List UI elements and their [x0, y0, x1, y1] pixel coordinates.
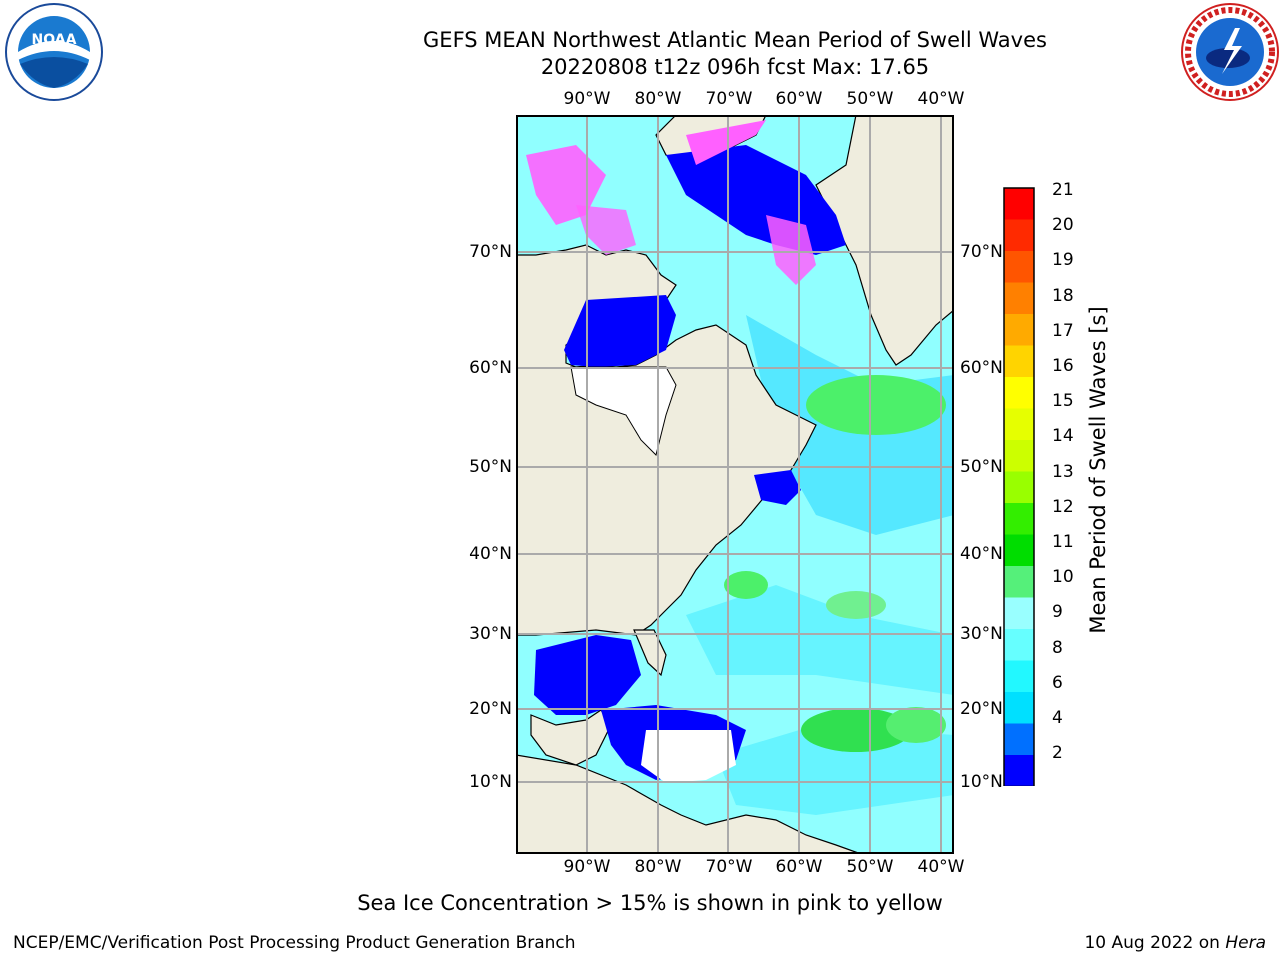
- colorbar-tick-label: 15: [1052, 391, 1074, 412]
- lat-label-right: 60°N: [960, 358, 1003, 378]
- lon-label-bottom: 70°W: [705, 857, 753, 877]
- land-greenland: [815, 115, 954, 366]
- colorbar-segment: [1004, 755, 1034, 786]
- sea-ice-area: [766, 215, 816, 285]
- colorbar-tick-label: 19: [1052, 250, 1074, 271]
- colorbar-tick-label: 16: [1052, 356, 1074, 376]
- lat-label-right: 70°N: [960, 242, 1003, 262]
- colorbar-tick-label: 20: [1052, 215, 1074, 236]
- lon-label-bottom: 40°W: [917, 857, 965, 877]
- colorbar-label: Mean Period of Swell Waves [s]: [1086, 306, 1110, 634]
- lat-label-right: 30°N: [960, 624, 1003, 644]
- colorbar-segment: [1004, 345, 1034, 378]
- colorbar-tick-label: 4: [1052, 708, 1063, 728]
- chart-subtitle: 20220808 t12z 096h fcst Max: 17.65: [540, 55, 930, 79]
- lat-label-left: 60°N: [469, 358, 512, 378]
- colorbar: [1003, 187, 1035, 786]
- missing-data-caribbean: [641, 730, 736, 783]
- noaa-logo: NOAA: [5, 3, 103, 101]
- lat-label-left: 50°N: [469, 457, 512, 477]
- swell-period-map: [516, 115, 954, 854]
- lon-label-top: 90°W: [563, 89, 611, 109]
- colorbar-tick-label: 17: [1052, 320, 1074, 341]
- chart-title: GEFS MEAN Northwest Atlantic Mean Period…: [423, 28, 1047, 52]
- svg-text:NOAA: NOAA: [32, 32, 77, 48]
- lat-label-left: 30°N: [469, 624, 512, 644]
- map-border: [516, 115, 954, 854]
- lat-label-right: 40°N: [960, 544, 1003, 564]
- nws-logo: [1181, 3, 1279, 101]
- colorbar-tick-label: 10: [1052, 567, 1074, 588]
- ocean-long-period-patch: [801, 708, 911, 752]
- colorbar-segment: [1004, 503, 1034, 535]
- lon-label-bottom: 60°W: [775, 857, 823, 877]
- colorbar-segment: [1004, 534, 1034, 567]
- colorbar-segment: [1004, 219, 1034, 252]
- colorbar-tick-label: 21: [1052, 180, 1074, 200]
- colorbar-tick-label: 2: [1052, 743, 1063, 764]
- colorbar-tick-label: 8: [1052, 637, 1063, 658]
- footer-credit: NCEP/EMC/Verification Post Processing Pr…: [13, 933, 576, 953]
- colorbar-segment: [1004, 440, 1034, 472]
- colorbar-segment: [1004, 597, 1034, 630]
- colorbar-tick-label: 6: [1052, 672, 1063, 693]
- ocean-long-period-patch: [724, 571, 768, 599]
- footer-machine: Hera: [1225, 933, 1266, 953]
- ocean-long-period-patch: [886, 707, 946, 743]
- colorbar-segment: [1004, 408, 1034, 441]
- colorbar-tick-label: 18: [1052, 285, 1074, 306]
- lon-label-bottom: 50°W: [846, 857, 894, 877]
- lat-label-left: 70°N: [469, 242, 512, 262]
- colorbar-tick-label: 13: [1052, 461, 1074, 482]
- lat-label-left: 20°N: [469, 699, 512, 719]
- lat-label-left: 40°N: [469, 544, 512, 564]
- colorbar-segment: [1004, 566, 1034, 598]
- colorbar-segment: [1004, 629, 1034, 661]
- map-gridlines: [516, 115, 954, 854]
- ocean-short-period-hudson: [564, 295, 676, 367]
- colorbar-tick-label: 12: [1052, 496, 1074, 517]
- colorbar-border: [1003, 187, 1035, 786]
- colorbar-segment: [1004, 251, 1034, 283]
- colorbar-tick-label: 11: [1052, 532, 1074, 552]
- colorbar-segment: [1004, 188, 1034, 220]
- colorbar-tick-label: 14: [1052, 426, 1074, 447]
- lat-label-right: 20°N: [960, 699, 1003, 719]
- lon-label-bottom: 90°W: [563, 857, 611, 877]
- lat-label-right: 10°N: [960, 772, 1003, 792]
- land-south-america: [516, 754, 862, 854]
- colorbar-segment: [1004, 377, 1034, 409]
- footer-date: 10 Aug 2022 on Hera: [1084, 933, 1266, 953]
- lon-label-top: 60°W: [775, 89, 823, 109]
- sea-ice-area: [576, 205, 636, 255]
- lon-label-bottom: 80°W: [634, 857, 682, 877]
- colorbar-tick-label: 9: [1052, 602, 1063, 623]
- lon-label-top: 80°W: [634, 89, 682, 109]
- colorbar-segment: [1004, 692, 1034, 724]
- ocean-mid-period: [716, 725, 954, 815]
- lat-label-right: 50°N: [960, 457, 1003, 477]
- lat-label-left: 10°N: [469, 772, 512, 792]
- ocean-mid-period: [686, 585, 954, 695]
- colorbar-segment: [1004, 471, 1034, 504]
- colorbar-segment: [1004, 723, 1034, 756]
- sea-ice-note: Sea Ice Concentration > 15% is shown in …: [357, 891, 943, 915]
- lon-label-top: 70°W: [705, 89, 753, 109]
- colorbar-segment: [1004, 660, 1034, 693]
- colorbar-segment: [1004, 314, 1034, 346]
- colorbar-segment: [1004, 282, 1034, 315]
- lon-label-top: 40°W: [917, 89, 965, 109]
- ocean-long-period-patch: [806, 375, 946, 435]
- land-mexico-yucatan: [530, 709, 612, 766]
- lon-label-top: 50°W: [846, 89, 894, 109]
- ocean-short-period-gulf-st-lawrence: [754, 470, 801, 505]
- ocean-long-period-patch: [826, 591, 886, 619]
- sea-ice-area: [686, 120, 766, 165]
- footer-date-text: 10 Aug 2022 on: [1084, 933, 1226, 953]
